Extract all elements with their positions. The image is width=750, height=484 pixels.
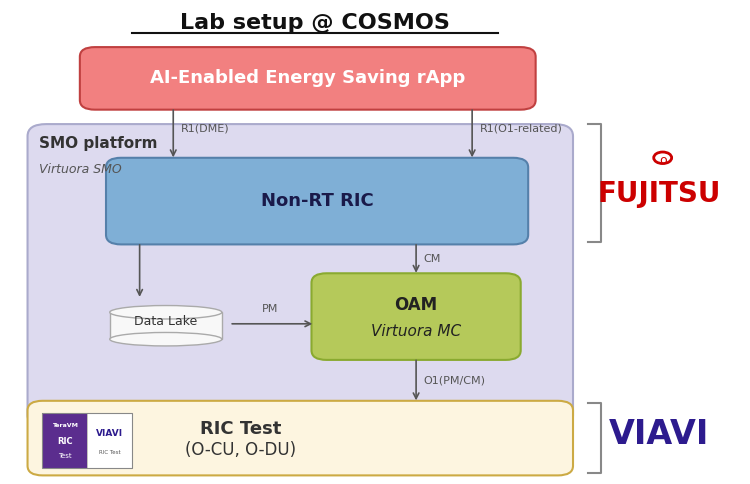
FancyBboxPatch shape [110,312,222,339]
Text: PM: PM [262,304,278,314]
Text: VIAVI: VIAVI [96,429,123,439]
FancyBboxPatch shape [311,273,520,360]
FancyBboxPatch shape [80,47,536,110]
FancyBboxPatch shape [106,158,528,244]
Ellipse shape [110,333,222,346]
Text: TeraVM: TeraVM [52,423,78,427]
Text: Lab setup @ COSMOS: Lab setup @ COSMOS [180,14,450,33]
Ellipse shape [110,305,222,319]
Text: Virtuora SMO: Virtuora SMO [39,163,122,176]
Text: FUJITSU: FUJITSU [597,180,721,208]
Text: RIC: RIC [57,437,73,446]
Text: R1(DME): R1(DME) [181,124,230,134]
Text: o: o [658,154,667,166]
Text: Virtuora MC: Virtuora MC [371,323,461,338]
Text: Data Lake: Data Lake [134,315,197,328]
Text: R1(O1-related): R1(O1-related) [479,124,562,134]
Text: SMO platform: SMO platform [39,136,158,151]
Text: CM: CM [424,254,441,264]
FancyBboxPatch shape [43,413,87,468]
Text: OAM: OAM [394,296,438,314]
FancyBboxPatch shape [87,413,132,468]
Text: Test: Test [58,453,72,459]
FancyBboxPatch shape [28,124,573,427]
Text: RIC Test: RIC Test [99,450,121,455]
Text: AI-Enabled Energy Saving rApp: AI-Enabled Energy Saving rApp [150,69,465,88]
Text: Non-RT RIC: Non-RT RIC [261,192,374,210]
Text: VIAVI: VIAVI [609,418,709,451]
Text: RIC Test: RIC Test [200,421,281,439]
Text: O1(PM/CM): O1(PM/CM) [424,376,485,385]
FancyBboxPatch shape [28,401,573,475]
Text: (O-CU, O-DU): (O-CU, O-DU) [185,441,296,459]
